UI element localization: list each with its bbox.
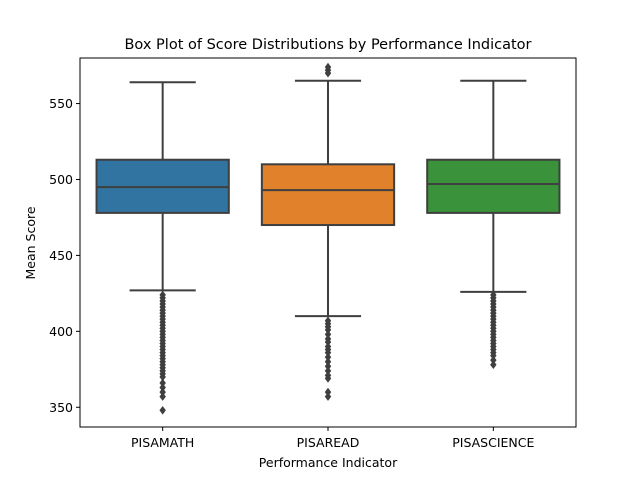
y-tick-label: 550 <box>49 96 73 111</box>
x-tick-label: PISASCIENCE <box>452 435 534 450</box>
outlier-point <box>324 374 332 383</box>
plot-area: PISAMATH PISAREAD PISASCIENCE 350 400 450 500 5… <box>49 57 577 450</box>
y-axis-label: Mean Score <box>23 206 38 279</box>
outlier-point <box>159 405 166 415</box>
outlier-point <box>159 392 166 401</box>
box-pisaread <box>260 163 396 227</box>
y-tick-label: 500 <box>49 172 73 187</box>
outlier-point <box>490 360 497 370</box>
outlier-point <box>324 68 332 78</box>
chart-title: Box Plot of Score Distributions by Perfo… <box>124 37 531 53</box>
x-tick-label: PISAREAD <box>297 435 360 450</box>
y-tick-label: 350 <box>49 400 73 415</box>
x-axis-label: Performance Indicator <box>259 455 398 470</box>
y-tick-label: 400 <box>49 324 73 339</box>
plot-frame <box>79 57 577 428</box>
outlier-point <box>324 392 332 401</box>
box-pisascience <box>426 158 561 214</box>
y-tick-label: 450 <box>49 248 73 263</box>
x-tick-label: PISAMATH <box>131 435 194 450</box>
